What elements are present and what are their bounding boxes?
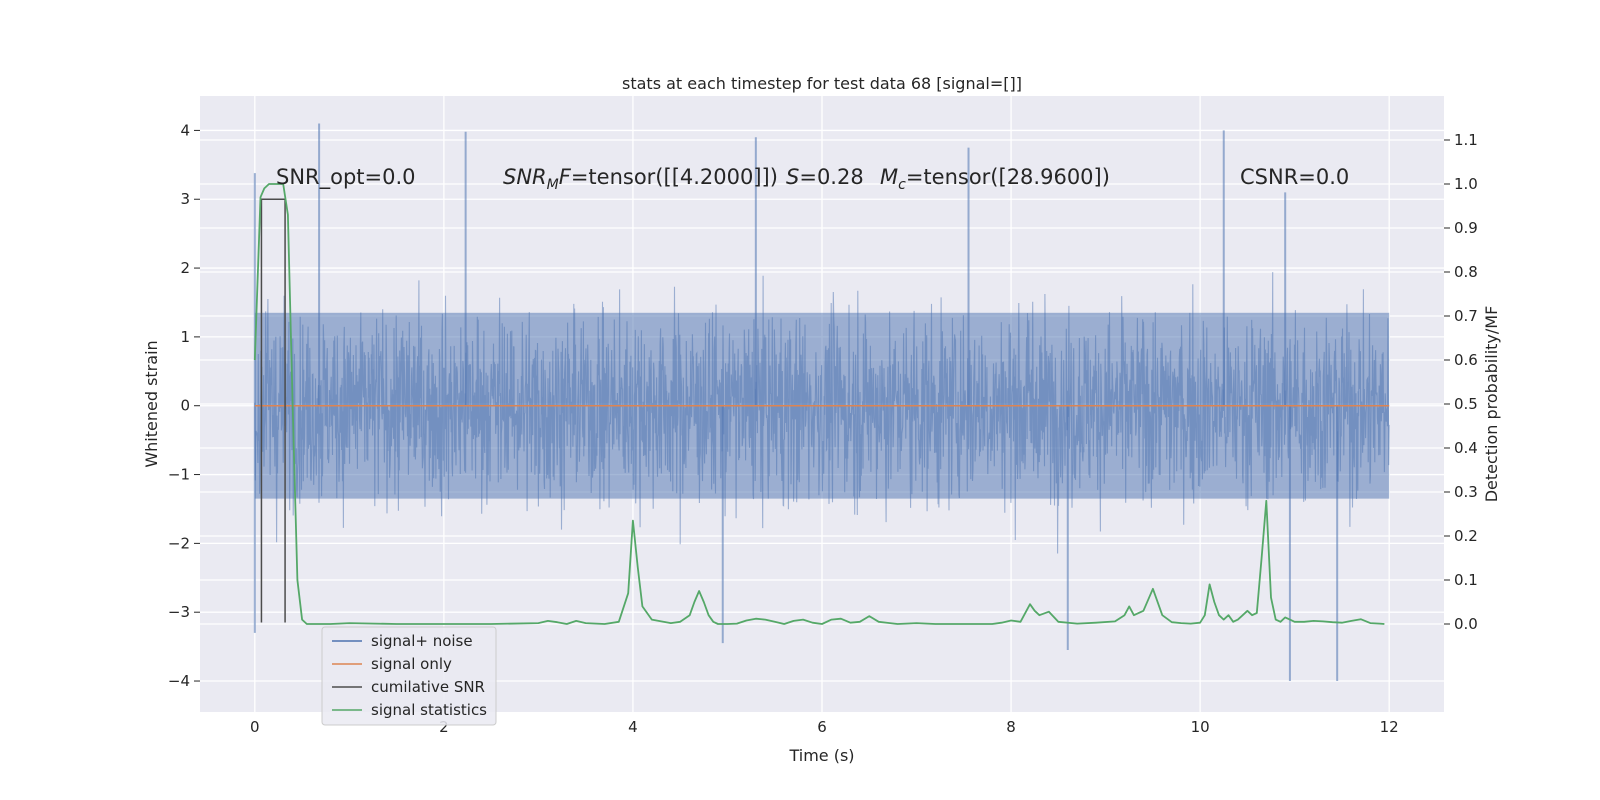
cumulative-snr-line	[260, 198, 286, 623]
mc-value: =tensor([28.9600])	[906, 165, 1110, 189]
s-annotation: S=0.28	[786, 165, 864, 189]
y-tick-label: −4	[168, 672, 190, 690]
y2-tick-label: 0.2	[1454, 527, 1478, 545]
y2-tick-label: 0.9	[1454, 219, 1478, 237]
y2-ticks: 1.1 1.0 0.9 0.8 0.7 0.6 0.5 0.4 0.3 0.2 0.1 0.0	[1444, 131, 1478, 633]
snr-mf-f: F	[559, 165, 572, 189]
y-tick-label: 0	[180, 397, 190, 415]
x-tick-label: 4	[628, 718, 638, 736]
legend-label-signal-statistics: signal statistics	[371, 701, 487, 719]
y-tick-label: −1	[168, 466, 190, 484]
y-axis-label: Whitened strain	[142, 340, 161, 467]
y2-tick-label: 1.0	[1454, 175, 1478, 193]
mc-annotation: Mc=tensor([28.9600])	[880, 165, 1110, 193]
y2-tick-label: 0.7	[1454, 307, 1478, 325]
x-tick-label: 10	[1191, 718, 1210, 736]
snr-mf-variable: SNR	[503, 165, 547, 189]
x-tick-label: 6	[817, 718, 827, 736]
legend: signal+ noise signal only cumilative SNR…	[321, 626, 497, 726]
csnr-annotation: CSNR=0.0	[1240, 165, 1349, 189]
y2-tick-label: 0.1	[1454, 571, 1478, 589]
x-axis-label: Time (s)	[788, 746, 854, 765]
chart-title: stats at each timestep for test data 68 …	[622, 74, 1022, 93]
signal-statistics-line	[253, 183, 1385, 625]
y-tick-label: 3	[180, 190, 190, 208]
y-tick-label: −2	[168, 534, 190, 552]
snr-mf-value: =tensor([[4.2000]])	[571, 165, 778, 189]
y2-tick-label: 0.5	[1454, 395, 1478, 413]
mc-variable: M	[880, 165, 898, 189]
x-tick-label: 12	[1380, 718, 1399, 736]
y-tick-label: 2	[180, 259, 190, 277]
x-tick-label: 8	[1006, 718, 1016, 736]
x-ticks: 0 2 4 6 8 10 12	[250, 718, 1399, 736]
s-value: =0.28	[799, 165, 863, 189]
y2-axis-label: Detection probability/MF	[1482, 306, 1501, 503]
x-tick-label: 2	[439, 718, 449, 736]
y-tick-label: −3	[168, 603, 190, 621]
y-tick-label: 4	[180, 121, 190, 139]
x-tick-label: 0	[250, 718, 260, 736]
y2-tick-label: 0.0	[1454, 615, 1478, 633]
y2-tick-label: 0.8	[1454, 263, 1478, 281]
y2-tick-label: 0.6	[1454, 351, 1478, 369]
snr-opt-annotation: SNR_opt=0.0	[276, 165, 416, 190]
line-series-layer	[253, 183, 1390, 625]
snr-mf-annotation: SNRMF=tensor([[4.2000]])	[503, 165, 778, 193]
mc-subscript: c	[898, 177, 906, 193]
y2-tick-label: 0.3	[1454, 483, 1478, 501]
y-ticks: 4 3 2 1 0 −1 −2 −3 −4	[168, 121, 200, 690]
legend-label-cumulative-snr: cumilative SNR	[371, 678, 485, 696]
legend-label-signal-noise: signal+ noise	[371, 632, 473, 650]
y2-tick-label: 0.4	[1454, 439, 1478, 457]
y-tick-label: 1	[180, 328, 190, 346]
y2-tick-label: 1.1	[1454, 131, 1478, 149]
s-variable: S	[786, 165, 799, 189]
legend-label-signal-only: signal only	[371, 655, 452, 673]
snr-mf-subscript: M	[547, 177, 559, 193]
legend-frame	[321, 626, 497, 726]
